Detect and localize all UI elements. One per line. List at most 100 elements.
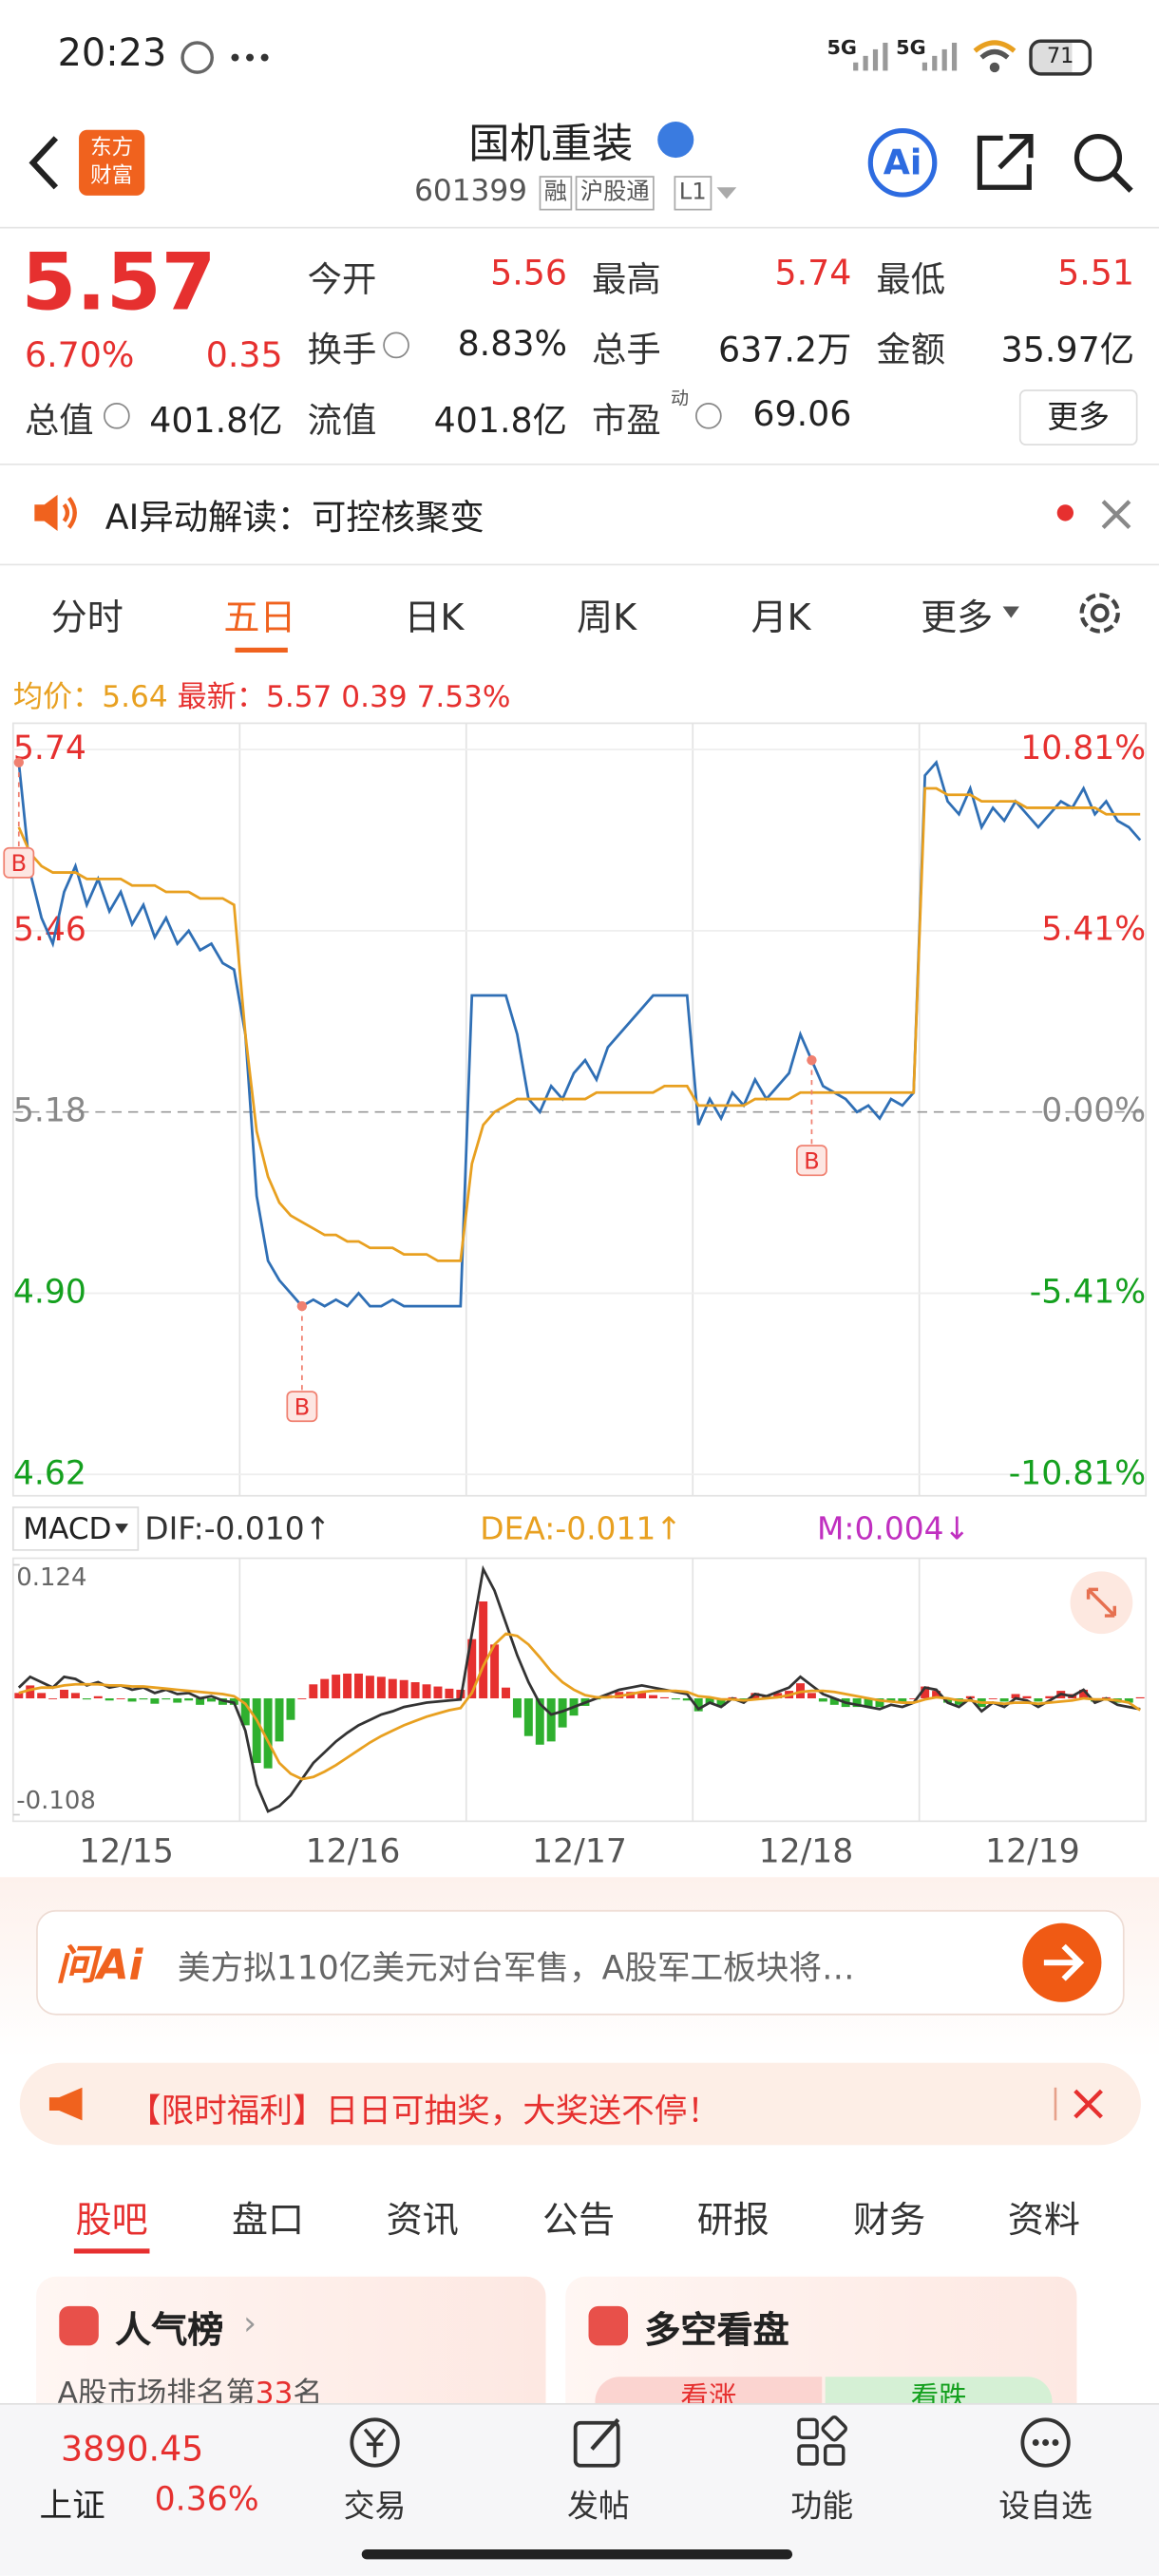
- divider: [0, 464, 1159, 465]
- promo-close[interactable]: [1053, 2084, 1112, 2124]
- ask-ai-brand: 问Ai: [55, 1941, 143, 1989]
- macd-bar: [943, 1698, 952, 1703]
- y2-tick-label: 5.41%: [1041, 911, 1146, 949]
- macd-bar: [467, 1638, 477, 1699]
- section-tab[interactable]: 研报: [696, 2201, 770, 2243]
- close-button[interactable]: [1098, 497, 1134, 533]
- trade-marker-label: B: [804, 1147, 820, 1174]
- macd-bar: [1045, 1695, 1054, 1699]
- macd-bar: [354, 1673, 363, 1699]
- expand-arrows: [1086, 1587, 1117, 1618]
- section-tab[interactable]: 资料: [1007, 2201, 1080, 2243]
- nav-item[interactable]: 交易: [343, 2488, 407, 2526]
- chart-tab[interactable]: 周K: [577, 597, 637, 640]
- macd-bar: [523, 1698, 533, 1736]
- section-tab[interactable]: 财务: [853, 2201, 926, 2243]
- macd-bar: [1034, 1698, 1043, 1702]
- info-icon[interactable]: [383, 331, 409, 359]
- macd-bar: [399, 1679, 408, 1699]
- dropdown-icon: [1002, 606, 1019, 618]
- y-tick-label: 5.74: [13, 729, 86, 767]
- card-title: 多空看盘: [644, 2311, 789, 2353]
- macd-bar: [116, 1698, 125, 1699]
- ask-ai-text: 美方拟110亿美元对台军售，A股军工板块将…: [177, 1947, 855, 1988]
- promo-text: 【限时福利】日日可抽奖，大奖送不停！: [127, 2091, 720, 2131]
- macd-bar: [297, 1698, 307, 1699]
- network-label: 5G: [826, 36, 857, 60]
- share-button[interactable]: [973, 128, 1038, 194]
- y2-tick-label: -10.81%: [1009, 1454, 1146, 1492]
- info-icon[interactable]: [695, 402, 722, 429]
- stat-label: 总手: [591, 330, 661, 370]
- back-button[interactable]: [20, 131, 69, 194]
- macd-bar: [48, 1698, 58, 1699]
- index-name: 上证: [39, 2485, 105, 2526]
- battery: 71: [1029, 39, 1092, 76]
- macd-bar: [852, 1698, 862, 1708]
- macd-bar: [196, 1698, 205, 1705]
- expand-button[interactable]: [1070, 1571, 1133, 1635]
- more-button[interactable]: 更多: [1018, 389, 1138, 445]
- stat-label: 市盈: [591, 401, 661, 441]
- macd-bar: [502, 1687, 510, 1699]
- macd-bar: [705, 1698, 714, 1704]
- section-tab[interactable]: 公告: [542, 2201, 616, 2243]
- stat-label: 今开: [307, 259, 377, 299]
- macd-bar: [999, 1698, 1009, 1702]
- series-line: [17, 759, 1142, 1308]
- dropdown-icon[interactable]: [713, 184, 740, 204]
- macd-bar: [637, 1692, 647, 1699]
- stat-label: 流值: [307, 401, 377, 441]
- status-time: 20:23: [57, 32, 167, 76]
- chart-tab[interactable]: 日K: [404, 597, 465, 640]
- signal-icon: [922, 42, 958, 71]
- macd-bar: [546, 1698, 556, 1742]
- x-tick-label: 12/17: [532, 1832, 627, 1870]
- section-tab-active[interactable]: 股吧: [75, 2201, 148, 2243]
- signal-icon: [853, 42, 888, 71]
- index-value[interactable]: 3890.45: [61, 2429, 204, 2470]
- ai-banner-text[interactable]: AI异动解读：可控核聚变: [104, 498, 484, 538]
- macd-bar: [807, 1693, 816, 1699]
- chart-tab[interactable]: 更多: [921, 597, 994, 640]
- ask-ai-box[interactable]: [36, 1909, 1125, 2016]
- chart-info: 均价：5.64 最新：5.57 0.39 7.53%: [13, 674, 511, 717]
- macd-bar: [886, 1698, 896, 1702]
- nav-item[interactable]: 发帖: [567, 2488, 630, 2526]
- stock-code: 601399: [414, 174, 528, 209]
- nav-item[interactable]: 功能: [790, 2488, 854, 2526]
- stat-value: 8.83%: [457, 323, 568, 364]
- logo-text: 财富: [90, 164, 134, 190]
- search-button[interactable]: [1069, 128, 1138, 198]
- macd-bar: [320, 1678, 330, 1699]
- macd-bar: [694, 1698, 703, 1712]
- chart-tab[interactable]: 月K: [750, 597, 811, 640]
- network-label: 5G: [896, 36, 926, 60]
- plot-frame: [11, 722, 1148, 1497]
- settings-button[interactable]: [1074, 587, 1126, 639]
- status-icons: [180, 41, 269, 74]
- legend-label: DIF:-0.010↑: [144, 1510, 331, 1547]
- macd-bar: [263, 1698, 273, 1769]
- macd-bar: [82, 1698, 91, 1700]
- section-tab[interactable]: 盘口: [231, 2201, 305, 2243]
- macd-bar: [410, 1682, 420, 1699]
- macd-bar: [671, 1698, 680, 1700]
- section-tab[interactable]: 资讯: [386, 2201, 459, 2243]
- chart-tab[interactable]: 分时: [50, 597, 124, 640]
- stat-value: 69.06: [752, 394, 852, 434]
- chart-tab-active[interactable]: 五日: [223, 597, 296, 640]
- info-icon[interactable]: [104, 402, 130, 429]
- macd-bar: [162, 1698, 171, 1700]
- ai-button[interactable]: Ai: [867, 127, 938, 198]
- stock-tag: 融: [539, 176, 573, 211]
- stat-value: 401.8亿: [433, 401, 568, 441]
- macd-bar: [376, 1676, 386, 1699]
- macd-bar: [479, 1601, 488, 1699]
- nav-item[interactable]: 设自选: [998, 2488, 1092, 2526]
- series-line: [17, 786, 1141, 1262]
- ask-ai-send[interactable]: [1021, 1922, 1104, 2004]
- index-pct: 0.36%: [154, 2478, 259, 2519]
- card-title: 人气榜: [115, 2311, 224, 2353]
- promo-banner[interactable]: [19, 2062, 1141, 2146]
